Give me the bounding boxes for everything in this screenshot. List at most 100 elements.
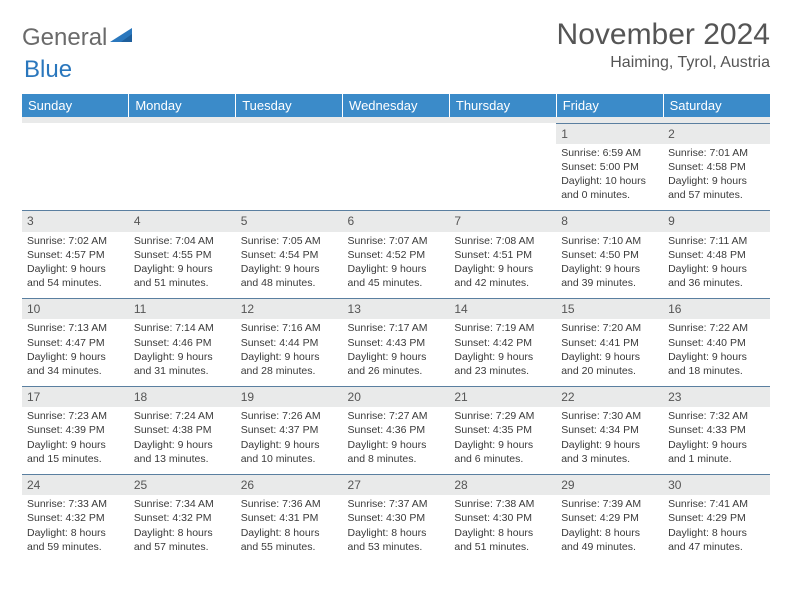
daylight-text: Daylight: 8 hours and 49 minutes. <box>561 526 658 554</box>
sunset-text: Sunset: 4:33 PM <box>668 423 765 437</box>
sunset-text: Sunset: 4:32 PM <box>134 511 231 525</box>
daylight-text: Daylight: 8 hours and 57 minutes. <box>134 526 231 554</box>
sunrise-text: Sunrise: 7:02 AM <box>27 234 124 248</box>
weekday-header: Monday <box>129 94 236 117</box>
calendar-day: 2Sunrise: 7:01 AMSunset: 4:58 PMDaylight… <box>663 123 770 211</box>
sunset-text: Sunset: 4:44 PM <box>241 336 338 350</box>
daylight-text: Daylight: 9 hours and 26 minutes. <box>348 350 445 378</box>
calendar-day: 23Sunrise: 7:32 AMSunset: 4:33 PMDayligh… <box>663 387 770 475</box>
calendar-day: 28Sunrise: 7:38 AMSunset: 4:30 PMDayligh… <box>449 475 556 562</box>
empty-day <box>343 123 450 211</box>
sunset-text: Sunset: 4:35 PM <box>454 423 551 437</box>
day-number: 21 <box>449 387 556 407</box>
calendar-day: 11Sunrise: 7:14 AMSunset: 4:46 PMDayligh… <box>129 299 236 387</box>
daylight-text: Daylight: 9 hours and 36 minutes. <box>668 262 765 290</box>
daylight-text: Daylight: 9 hours and 20 minutes. <box>561 350 658 378</box>
daylight-text: Daylight: 8 hours and 53 minutes. <box>348 526 445 554</box>
sunrise-text: Sunrise: 7:34 AM <box>134 497 231 511</box>
calendar-week: 24Sunrise: 7:33 AMSunset: 4:32 PMDayligh… <box>22 475 770 562</box>
sunset-text: Sunset: 5:00 PM <box>561 160 658 174</box>
daylight-text: Daylight: 9 hours and 57 minutes. <box>668 174 765 202</box>
daylight-text: Daylight: 9 hours and 45 minutes. <box>348 262 445 290</box>
weekday-header: Saturday <box>663 94 770 117</box>
sunrise-text: Sunrise: 7:41 AM <box>668 497 765 511</box>
calendar-day: 5Sunrise: 7:05 AMSunset: 4:54 PMDaylight… <box>236 211 343 299</box>
calendar-table: SundayMondayTuesdayWednesdayThursdayFrid… <box>22 94 770 562</box>
day-number: 2 <box>663 124 770 144</box>
calendar-day: 29Sunrise: 7:39 AMSunset: 4:29 PMDayligh… <box>556 475 663 562</box>
sunrise-text: Sunrise: 7:04 AM <box>134 234 231 248</box>
calendar-day: 16Sunrise: 7:22 AMSunset: 4:40 PMDayligh… <box>663 299 770 387</box>
sunrise-text: Sunrise: 7:08 AM <box>454 234 551 248</box>
sunset-text: Sunset: 4:36 PM <box>348 423 445 437</box>
empty-day <box>22 123 129 211</box>
sunrise-text: Sunrise: 7:36 AM <box>241 497 338 511</box>
sunrise-text: Sunrise: 6:59 AM <box>561 146 658 160</box>
sunset-text: Sunset: 4:54 PM <box>241 248 338 262</box>
day-number: 3 <box>22 211 129 231</box>
calendar-day: 12Sunrise: 7:16 AMSunset: 4:44 PMDayligh… <box>236 299 343 387</box>
daylight-text: Daylight: 9 hours and 42 minutes. <box>454 262 551 290</box>
daylight-text: Daylight: 9 hours and 8 minutes. <box>348 438 445 466</box>
logo-text-blue: Blue <box>24 56 72 83</box>
calendar-day: 21Sunrise: 7:29 AMSunset: 4:35 PMDayligh… <box>449 387 556 475</box>
sunset-text: Sunset: 4:46 PM <box>134 336 231 350</box>
sunset-text: Sunset: 4:30 PM <box>348 511 445 525</box>
calendar-week: 10Sunrise: 7:13 AMSunset: 4:47 PMDayligh… <box>22 299 770 387</box>
sunrise-text: Sunrise: 7:22 AM <box>668 321 765 335</box>
calendar-day: 9Sunrise: 7:11 AMSunset: 4:48 PMDaylight… <box>663 211 770 299</box>
calendar-day: 24Sunrise: 7:33 AMSunset: 4:32 PMDayligh… <box>22 475 129 562</box>
day-number: 15 <box>556 299 663 319</box>
sunset-text: Sunset: 4:34 PM <box>561 423 658 437</box>
sunset-text: Sunset: 4:42 PM <box>454 336 551 350</box>
day-number: 28 <box>449 475 556 495</box>
sunrise-text: Sunrise: 7:24 AM <box>134 409 231 423</box>
day-number: 25 <box>129 475 236 495</box>
daylight-text: Daylight: 9 hours and 1 minute. <box>668 438 765 466</box>
daylight-text: Daylight: 9 hours and 39 minutes. <box>561 262 658 290</box>
daylight-text: Daylight: 9 hours and 51 minutes. <box>134 262 231 290</box>
sunrise-text: Sunrise: 7:05 AM <box>241 234 338 248</box>
daylight-text: Daylight: 9 hours and 3 minutes. <box>561 438 658 466</box>
sunrise-text: Sunrise: 7:13 AM <box>27 321 124 335</box>
daylight-text: Daylight: 9 hours and 28 minutes. <box>241 350 338 378</box>
calendar-day: 30Sunrise: 7:41 AMSunset: 4:29 PMDayligh… <box>663 475 770 562</box>
sunrise-text: Sunrise: 7:33 AM <box>27 497 124 511</box>
sunset-text: Sunset: 4:30 PM <box>454 511 551 525</box>
sunrise-text: Sunrise: 7:19 AM <box>454 321 551 335</box>
day-number: 24 <box>22 475 129 495</box>
daylight-text: Daylight: 9 hours and 34 minutes. <box>27 350 124 378</box>
sunset-text: Sunset: 4:57 PM <box>27 248 124 262</box>
sunrise-text: Sunrise: 7:16 AM <box>241 321 338 335</box>
sunset-text: Sunset: 4:52 PM <box>348 248 445 262</box>
calendar-day: 18Sunrise: 7:24 AMSunset: 4:38 PMDayligh… <box>129 387 236 475</box>
sunset-text: Sunset: 4:43 PM <box>348 336 445 350</box>
day-number: 27 <box>343 475 450 495</box>
calendar-day: 22Sunrise: 7:30 AMSunset: 4:34 PMDayligh… <box>556 387 663 475</box>
day-number: 20 <box>343 387 450 407</box>
daylight-text: Daylight: 9 hours and 6 minutes. <box>454 438 551 466</box>
daylight-text: Daylight: 9 hours and 31 minutes. <box>134 350 231 378</box>
location: Haiming, Tyrol, Austria <box>557 54 770 72</box>
sunset-text: Sunset: 4:55 PM <box>134 248 231 262</box>
day-number: 29 <box>556 475 663 495</box>
calendar-week: 1Sunrise: 6:59 AMSunset: 5:00 PMDaylight… <box>22 123 770 211</box>
sunrise-text: Sunrise: 7:14 AM <box>134 321 231 335</box>
sunrise-text: Sunrise: 7:26 AM <box>241 409 338 423</box>
calendar-day: 4Sunrise: 7:04 AMSunset: 4:55 PMDaylight… <box>129 211 236 299</box>
day-number: 6 <box>343 211 450 231</box>
sunset-text: Sunset: 4:51 PM <box>454 248 551 262</box>
day-number: 5 <box>236 211 343 231</box>
sunrise-text: Sunrise: 7:17 AM <box>348 321 445 335</box>
daylight-text: Daylight: 10 hours and 0 minutes. <box>561 174 658 202</box>
calendar-week: 17Sunrise: 7:23 AMSunset: 4:39 PMDayligh… <box>22 387 770 475</box>
day-number: 23 <box>663 387 770 407</box>
calendar-day: 17Sunrise: 7:23 AMSunset: 4:39 PMDayligh… <box>22 387 129 475</box>
sunset-text: Sunset: 4:37 PM <box>241 423 338 437</box>
daylight-text: Daylight: 8 hours and 51 minutes. <box>454 526 551 554</box>
day-number: 16 <box>663 299 770 319</box>
daylight-text: Daylight: 9 hours and 15 minutes. <box>27 438 124 466</box>
sunset-text: Sunset: 4:41 PM <box>561 336 658 350</box>
calendar-day: 7Sunrise: 7:08 AMSunset: 4:51 PMDaylight… <box>449 211 556 299</box>
sunset-text: Sunset: 4:58 PM <box>668 160 765 174</box>
